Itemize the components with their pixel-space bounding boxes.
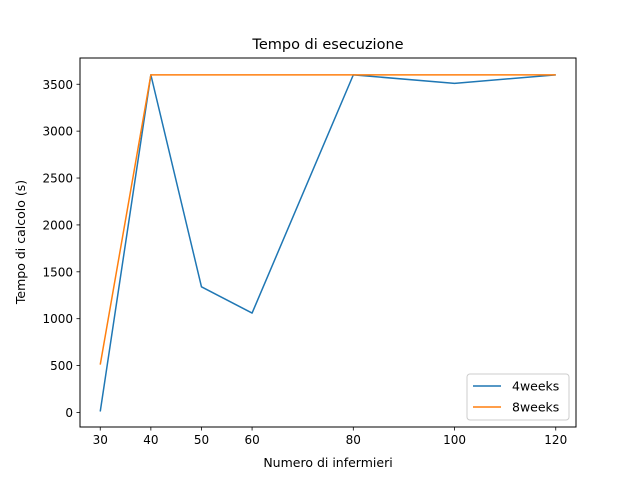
x-tick-label: 60 (244, 433, 259, 447)
y-tick-label: 0 (65, 406, 73, 420)
x-axis: 30 40 50 60 80 100 120 (93, 427, 567, 447)
y-axis: 0 500 1000 1500 2000 2500 3000 3500 (42, 78, 80, 420)
x-axis-label: Numero di infermieri (263, 455, 392, 470)
x-tick-label: 100 (443, 433, 466, 447)
x-tick-label: 40 (143, 433, 158, 447)
legend-label-4weeks: 4weeks (512, 379, 559, 394)
series-layer (99, 74, 556, 412)
y-tick-label: 2000 (42, 218, 73, 232)
x-tick-label: 80 (346, 433, 361, 447)
series-line-4weeks (99, 74, 556, 412)
y-tick-label: 1500 (42, 265, 73, 279)
y-tick-label: 2500 (42, 172, 73, 186)
x-tick-label: 30 (93, 433, 108, 447)
chart-title: Tempo di esecuzione (251, 37, 403, 53)
y-axis-label: Tempo di calcolo (s) (13, 180, 28, 305)
y-tick-label: 1000 (42, 312, 73, 326)
y-tick-label: 3000 (42, 125, 73, 139)
x-tick-label: 120 (544, 433, 567, 447)
legend-label-8weeks: 8weeks (512, 400, 559, 415)
legend: 4weeks 8weeks (466, 373, 570, 421)
y-tick-label: 500 (50, 359, 73, 373)
x-tick-label: 50 (194, 433, 209, 447)
series-line-8weeks (99, 74, 556, 365)
plot-frame (79, 57, 577, 428)
y-tick-label: 3500 (42, 78, 73, 92)
